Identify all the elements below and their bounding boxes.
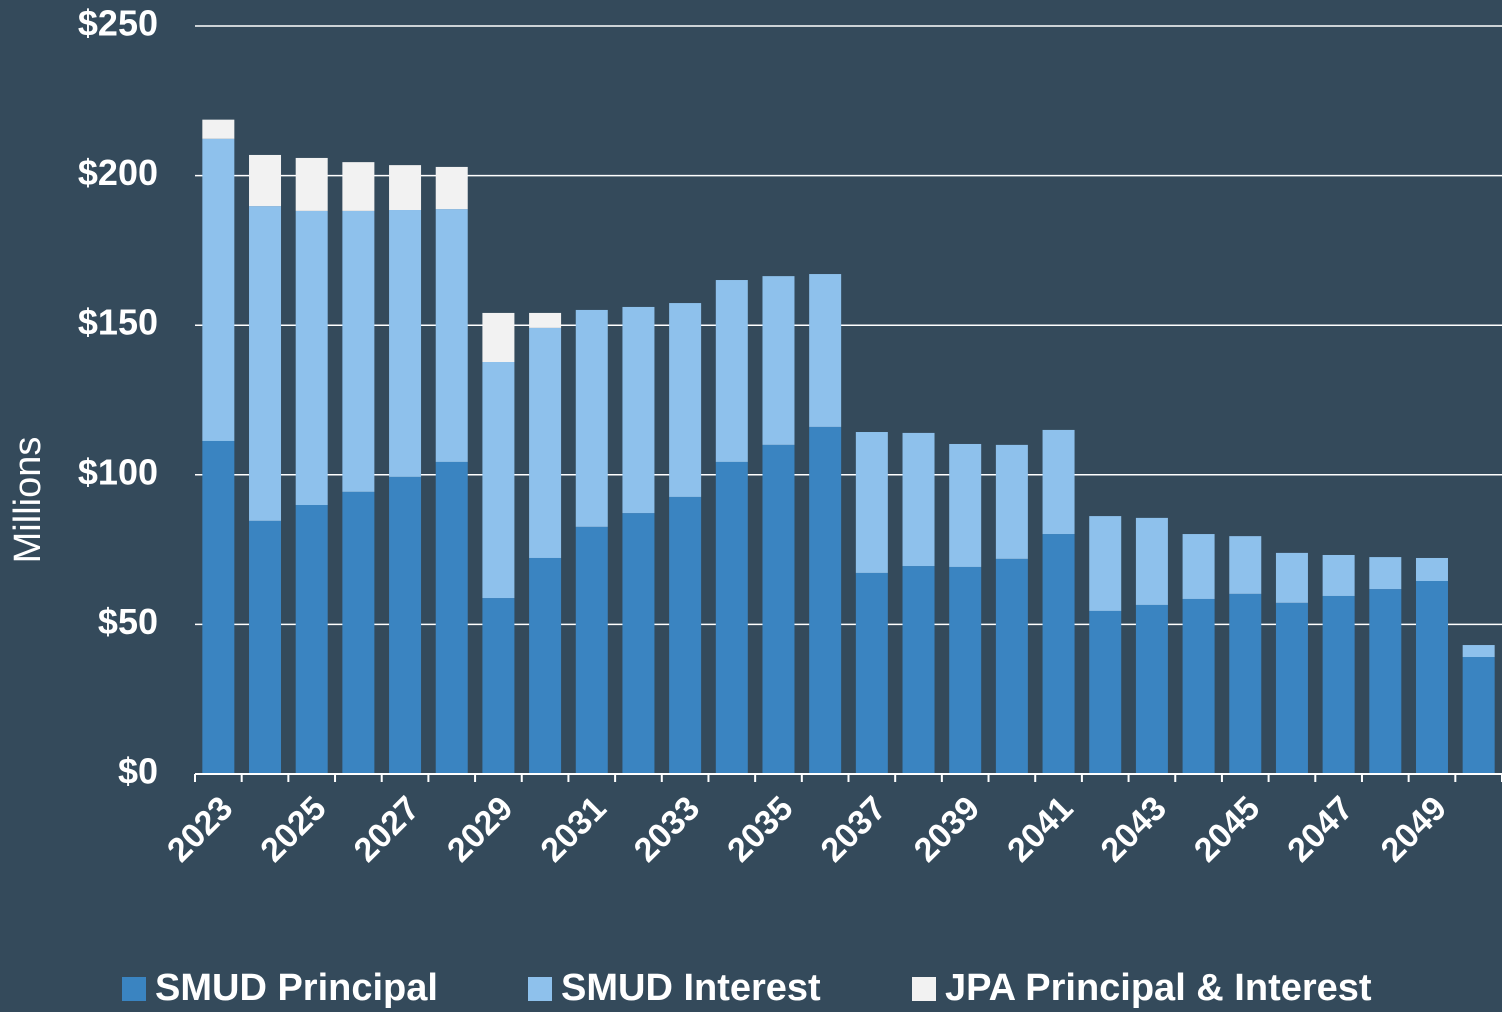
x-tick-label: 2027 <box>347 789 427 869</box>
bar-segment <box>995 558 1028 774</box>
bar-segment <box>1462 657 1495 774</box>
bar-segment <box>1229 593 1262 774</box>
bar-segment <box>249 520 282 774</box>
bar-segment <box>949 566 982 774</box>
bar-segment <box>1369 589 1402 774</box>
bar-segment <box>669 496 702 774</box>
x-tick-label: 2031 <box>533 789 613 869</box>
bar-segment <box>1275 552 1308 603</box>
bar-segment <box>1462 645 1495 658</box>
legend-label: JPA Principal & Interest <box>945 967 1372 1009</box>
x-tick-label: 2045 <box>1187 789 1267 869</box>
bar-segment <box>1135 604 1168 774</box>
bar-segment <box>902 566 935 774</box>
x-tick-label: 2029 <box>440 789 520 869</box>
bar-segment <box>202 138 235 441</box>
y-axis-label: Millions <box>7 437 49 564</box>
x-tick-label: 2041 <box>1000 789 1080 869</box>
bar-segment <box>389 476 422 774</box>
y-tick-label: $200 <box>78 152 158 193</box>
bar-segment <box>1369 557 1402 590</box>
bar-segment <box>1182 534 1215 599</box>
bar-segment <box>482 598 515 774</box>
bar-segment <box>1042 429 1075 535</box>
bar-segment <box>435 461 468 774</box>
bar-segment <box>529 327 562 558</box>
legend-label: SMUD Interest <box>561 967 821 1009</box>
bar-segment <box>995 444 1028 559</box>
bar-segment <box>342 210 375 492</box>
x-tick-label: 2037 <box>813 789 893 869</box>
x-tick-label: 2049 <box>1374 789 1454 869</box>
bar-segment <box>1415 557 1448 582</box>
y-tick-label: $250 <box>78 3 158 44</box>
x-tick-label: 2039 <box>907 789 987 869</box>
bar-segment <box>1089 516 1122 611</box>
bar-segment <box>715 280 748 462</box>
bar-segment <box>295 210 328 506</box>
bar-segment <box>855 572 888 774</box>
x-tick-label: 2023 <box>160 789 240 869</box>
bar-segment <box>809 274 842 427</box>
bar-segment <box>1229 536 1262 594</box>
bar-segment <box>949 443 982 567</box>
bar-segment <box>1415 581 1448 774</box>
bar-segment <box>1322 595 1355 774</box>
bar-segment <box>762 444 795 774</box>
x-tick-label: 2035 <box>720 789 800 869</box>
bar-segment <box>389 210 422 477</box>
bar-segment <box>342 162 375 211</box>
bar-segment <box>529 557 562 774</box>
bar-segment <box>762 276 795 445</box>
bar-segment <box>1042 534 1075 774</box>
bar-segment <box>249 154 282 207</box>
bar-segment <box>575 309 608 527</box>
bar-segment <box>1135 517 1168 605</box>
bar-segment <box>669 303 702 497</box>
bar-segment <box>202 119 235 139</box>
bar-segment <box>202 440 235 774</box>
bar-segment <box>622 513 655 774</box>
bar-segment <box>902 432 935 567</box>
x-tick-label: 2043 <box>1094 789 1174 869</box>
legend-label: SMUD Principal <box>155 967 438 1009</box>
legend-swatch <box>528 977 552 1001</box>
y-tick-label: $0 <box>118 751 158 792</box>
bar-segment <box>295 157 328 211</box>
bar-segment <box>1275 602 1308 774</box>
bar-segment <box>1182 598 1215 774</box>
x-tick-label: 2025 <box>253 789 333 869</box>
y-tick-label: $100 <box>78 451 158 492</box>
y-tick-label: $150 <box>78 302 158 343</box>
bar-segment <box>435 166 468 210</box>
y-tick-label: $50 <box>98 601 158 642</box>
bar-segment <box>715 461 748 774</box>
bar-segment <box>855 432 888 573</box>
legend-swatch <box>912 977 936 1001</box>
bar-segment <box>1322 554 1355 596</box>
x-tick-label: 2047 <box>1280 789 1360 869</box>
bar-segment <box>482 312 515 363</box>
bar-segment <box>809 426 842 774</box>
legend-swatch <box>122 977 146 1001</box>
bar-segment <box>575 526 608 774</box>
bar-segment <box>1089 610 1122 774</box>
x-tick-label: 2033 <box>627 789 707 869</box>
bar-segment <box>482 362 515 599</box>
bar-segment <box>529 312 562 328</box>
bar-segment <box>342 491 375 774</box>
bar-segment <box>435 209 468 462</box>
bar-segment <box>622 306 655 514</box>
bar-segment <box>389 165 422 211</box>
bar-segment <box>249 206 282 521</box>
bar-segment <box>295 505 328 774</box>
